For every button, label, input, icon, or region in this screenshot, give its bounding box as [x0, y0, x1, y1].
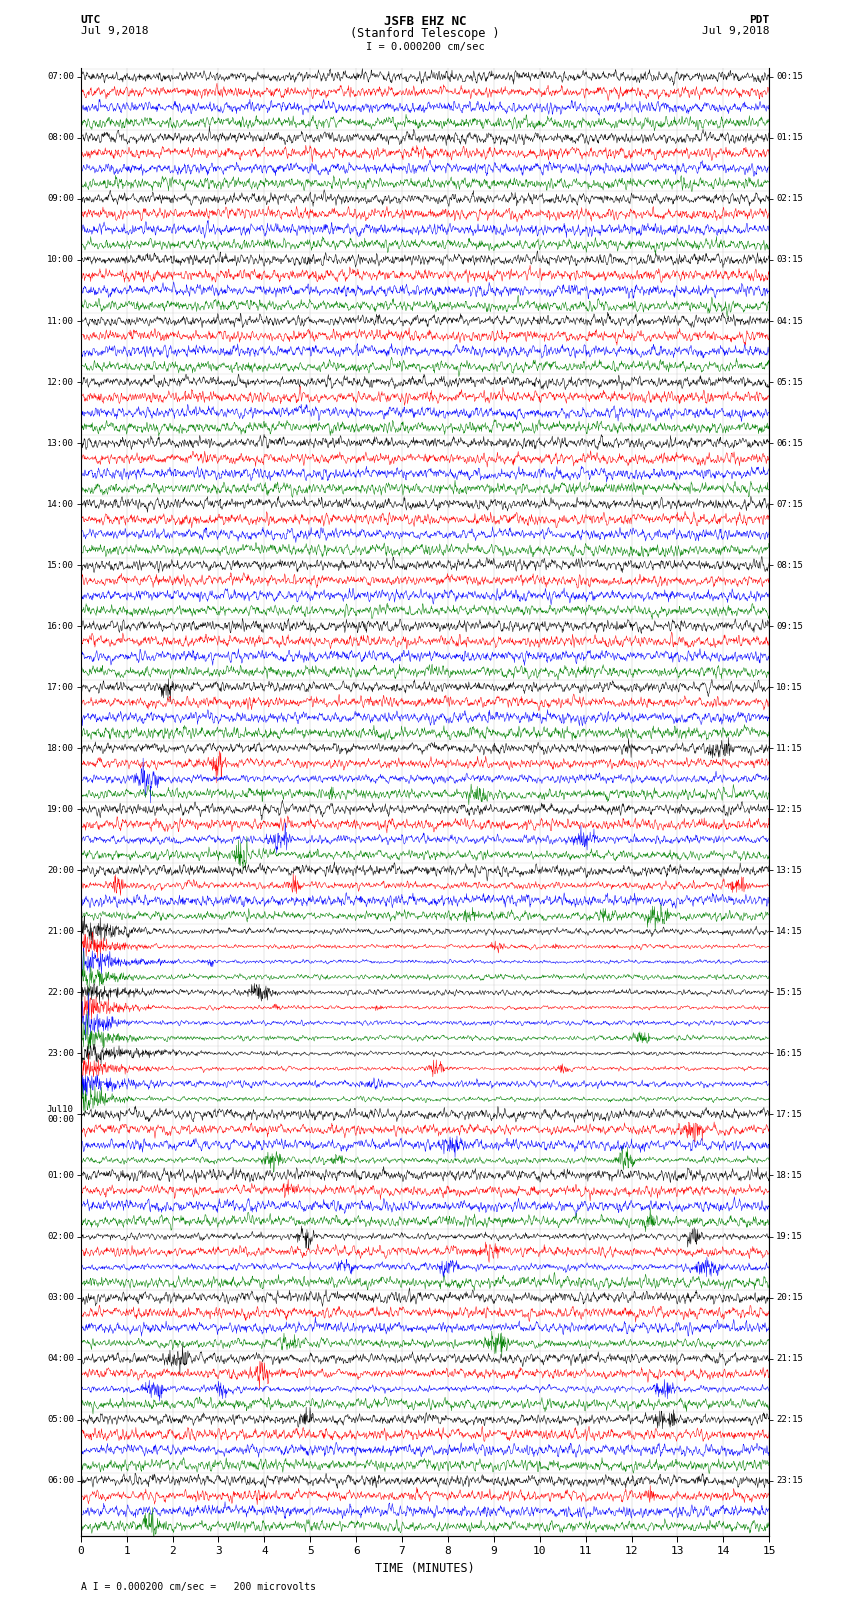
Text: A I = 0.000200 cm/sec =   200 microvolts: A I = 0.000200 cm/sec = 200 microvolts	[81, 1582, 315, 1592]
Text: UTC: UTC	[81, 15, 101, 24]
Text: (Stanford Telescope ): (Stanford Telescope )	[350, 27, 500, 40]
Text: Jul 9,2018: Jul 9,2018	[702, 26, 769, 35]
Text: PDT: PDT	[749, 15, 769, 24]
Text: Jul 9,2018: Jul 9,2018	[81, 26, 148, 35]
Text: I = 0.000200 cm/sec: I = 0.000200 cm/sec	[366, 42, 484, 52]
X-axis label: TIME (MINUTES): TIME (MINUTES)	[375, 1561, 475, 1574]
Text: JSFB EHZ NC: JSFB EHZ NC	[383, 15, 467, 27]
